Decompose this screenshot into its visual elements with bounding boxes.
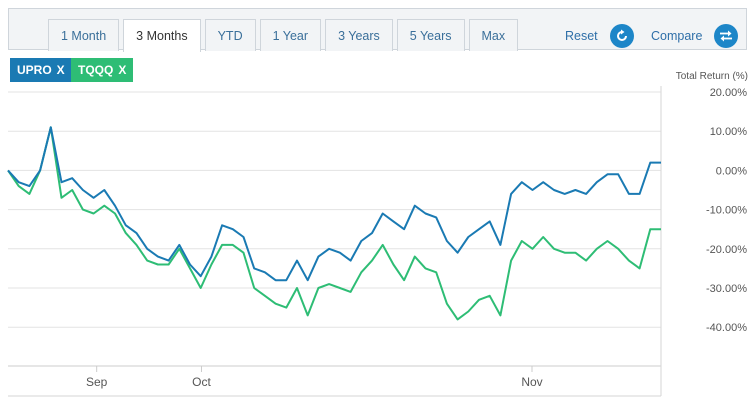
chip-upro[interactable]: UPRO X: [10, 58, 72, 82]
y-axis-title: Total Return (%): [676, 71, 748, 82]
y-tick-label: 0.00%: [716, 165, 747, 177]
tab-1-month[interactable]: 1 Month: [48, 19, 120, 51]
y-tick-label: -40.00%: [706, 322, 747, 334]
y-tick-label: -10.00%: [706, 205, 747, 217]
tab-3-months[interactable]: 3 Months: [123, 19, 201, 52]
close-icon[interactable]: X: [56, 63, 65, 77]
x-axis-labels: Sep Oct Nov: [86, 366, 543, 389]
compare-button[interactable]: Compare: [651, 21, 739, 51]
series-line-upro: [7, 126, 661, 282]
y-axis-labels: 20.00% 10.00% 0.00% -10.00% -20.00% -30.00% -4…: [706, 87, 747, 334]
y-tick-label: -30.00%: [706, 283, 747, 295]
compare-label: Compare: [651, 29, 703, 43]
tab-1-year[interactable]: 1 Year: [259, 19, 322, 51]
period-toolbar: 1 Month 3 Months YTD 1 Year 3 Years 5 Ye…: [8, 8, 747, 52]
chip-upro-label: UPRO: [17, 63, 52, 77]
x-tick-label-sep: Sep: [86, 375, 108, 389]
x-tick-label-oct: Oct: [192, 375, 211, 389]
chip-tqqq-label: TQQQ: [78, 63, 114, 77]
refresh-icon: [609, 24, 634, 48]
gridlines: [8, 86, 662, 397]
series-line-tqqq: [7, 126, 661, 321]
series-lines: [7, 126, 661, 321]
tab-3-years[interactable]: 3 Years: [325, 19, 393, 51]
close-icon[interactable]: X: [118, 63, 127, 77]
period-tabs: 1 Month 3 Months YTD 1 Year 3 Years 5 Ye…: [48, 19, 522, 52]
tab-ytd[interactable]: YTD: [204, 19, 256, 51]
y-tick-label: 10.00%: [710, 126, 748, 138]
swap-arrows-icon: [714, 24, 739, 48]
reset-label: Reset: [565, 29, 598, 43]
tab-5-years[interactable]: 5 Years: [396, 19, 465, 51]
reset-button[interactable]: Reset: [565, 21, 634, 51]
y-tick-label: -20.00%: [706, 244, 747, 256]
chip-tqqq[interactable]: TQQQ X: [71, 58, 134, 82]
tab-max[interactable]: Max: [468, 19, 519, 51]
x-tick-label-nov: Nov: [521, 375, 542, 389]
y-tick-label: 20.00%: [710, 87, 748, 99]
